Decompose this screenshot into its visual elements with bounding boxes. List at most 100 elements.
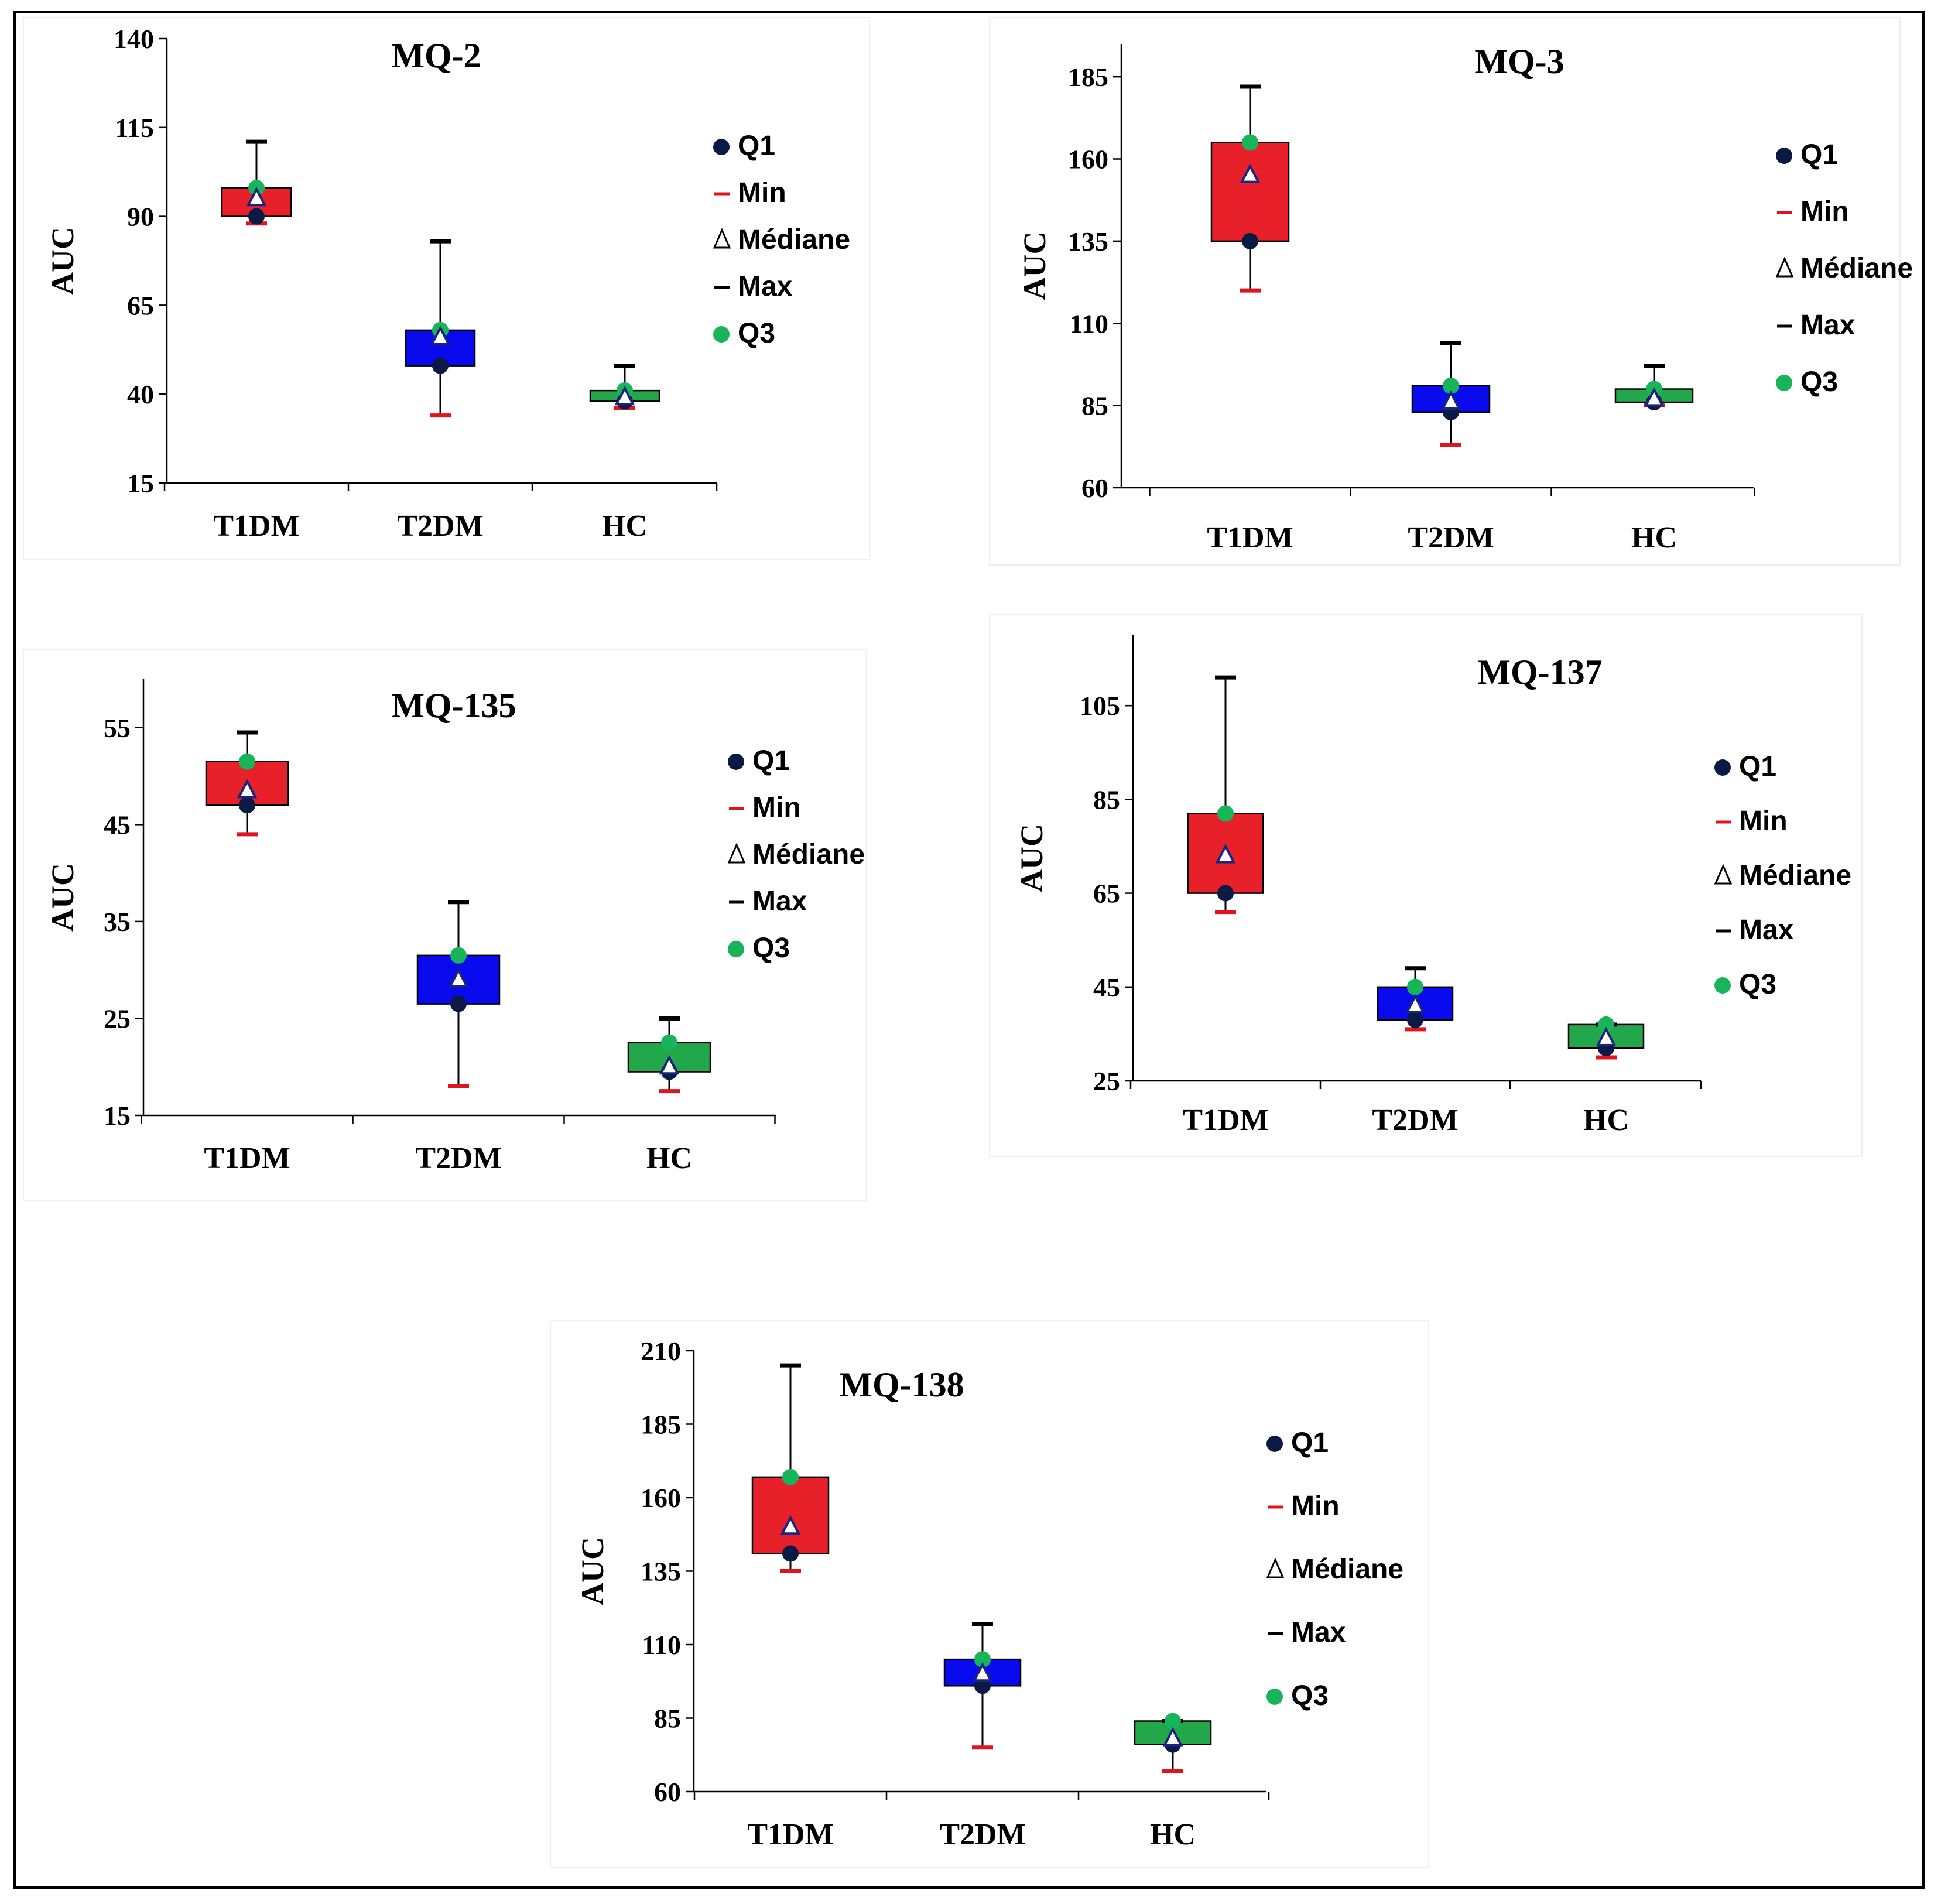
chart-title: MQ-135 [391,686,516,725]
y-axis-label: AUC [45,227,80,295]
median-mark-t1dm [780,1515,801,1535]
legend-q1-label: Q1 [1291,1427,1329,1458]
median-mark-hc [659,1054,680,1075]
q3-mark-t2dm [974,1651,991,1668]
box-group-hc [1567,1016,1645,1060]
legend-max-label: Max [738,271,793,302]
y-tick-label: 85 [1081,391,1108,421]
box-group-hc [627,1016,711,1094]
median-mark-hc [1596,1026,1617,1046]
box-group-t1dm [205,730,289,837]
legend-max-label: Max [1291,1617,1346,1648]
legend-min-label: Min [738,177,786,208]
legend-q1-label: Q1 [1800,139,1838,170]
legend-q3-icon [1266,1689,1283,1705]
y-tick-label: 110 [642,1630,681,1660]
median-mark-hc [614,385,635,406]
box-group-t2dm [405,239,476,418]
y-tick-label: 65 [127,290,154,320]
category-label: T1DM [1182,1104,1268,1137]
legend-q1-label: Q1 [738,131,775,162]
chart-mq135: 15 25 35 45 55 MQ-135 AUC T1DM T2DM HC Q1 Min Médian… [23,649,867,1201]
q1-mark-t1dm [248,208,265,225]
category-label: T2DM [397,509,483,543]
q3-mark-t2dm [1407,978,1423,995]
legend-min-label: Min [1800,196,1849,227]
y-tick-label: 115 [115,113,154,143]
y-tick-label: 135 [641,1557,681,1587]
box-group-hc [589,364,660,410]
q1-mark-t1dm [1242,232,1258,249]
y-tick-label: 210 [641,1336,681,1366]
y-tick-label: 65 [1093,879,1120,909]
chart-title: MQ-138 [839,1365,964,1404]
y-tick-label: 140 [114,24,154,54]
panel-background [989,614,1863,1157]
y-tick-label: 85 [654,1704,681,1734]
median-mark-t1dm [237,779,258,799]
y-tick-label: 40 [127,379,154,409]
legend-median-label: Médiane [738,224,850,255]
chart-mq137: 25 45 65 85 105 MQ-137 AUC T1DM T2DM HC Q1 Min Média… [989,614,1863,1157]
legend-q1-label: Q1 [752,745,790,776]
y-tick-label: 185 [1068,62,1108,92]
box-t1dm [1210,142,1290,242]
median-mark-t1dm [1215,844,1236,864]
y-tick-label: 35 [104,907,131,937]
q3-mark-hc [1598,1016,1614,1033]
panel-background [550,1320,1429,1868]
y-tick-label: 160 [641,1483,681,1513]
y-tick-label: 105 [1080,691,1120,721]
box-group-t1dm [1210,84,1290,293]
median-mark-t1dm [1240,163,1261,183]
panel-background [23,649,867,1201]
legend-q3-label: Q3 [1739,969,1776,1000]
y-tick-label: 25 [1093,1066,1120,1096]
box-group-hc [1134,1713,1212,1773]
chart-title: MQ-2 [391,36,481,75]
q3-mark-t1dm [1242,134,1258,151]
box-group-t1dm [221,139,292,226]
q3-mark-t1dm [1217,805,1234,822]
y-tick-label: 135 [1068,227,1108,256]
legend-median-icon [713,228,731,249]
category-label: T1DM [213,509,299,543]
y-tick-label: 15 [127,468,154,498]
q1-mark-t1dm [782,1545,799,1562]
legend-q1-icon [1266,1436,1283,1452]
q3-mark-t1dm [239,753,255,770]
category-label: HC [1583,1104,1629,1137]
legend-median-label: Médiane [752,839,865,870]
legend: Q1 Min Médiane Max Q3 [713,131,850,349]
y-tick-label: 185 [641,1410,681,1440]
q3-mark-hc [1165,1713,1181,1730]
category-label: T2DM [415,1142,501,1175]
box-group-t2dm [1411,341,1491,447]
legend-q1-icon [728,754,744,770]
box-group-t1dm [751,1363,830,1573]
category-label: T1DM [204,1142,290,1175]
legend: Q1 Min Médiane Max Q3 [1714,751,1851,1000]
category-label: T2DM [939,1818,1025,1851]
legend-min-label: Min [1291,1491,1340,1522]
y-tick-label: 60 [1081,473,1108,503]
median-mark-t2dm [1405,994,1426,1013]
box-group-t1dm [1187,675,1264,915]
legend-median-icon [1714,864,1733,885]
y-tick-label: 55 [104,713,131,743]
chart-title: MQ-137 [1477,653,1602,691]
chart-mq2: 15 40 65 90 115 140 MQ-2 AUC T1DM T2DM HC Q1 Min Médi… [23,17,870,560]
legend-q3-icon [1776,375,1792,391]
q1-mark-t2dm [974,1677,991,1694]
y-tick-label: 60 [654,1777,681,1807]
legend-q1-icon [1714,759,1731,776]
category-label: T2DM [1408,521,1494,554]
box-group-t2dm [943,1622,1022,1750]
y-axis-label: AUC [45,863,80,932]
category-label: HC [1631,521,1677,554]
category-label: T1DM [747,1818,833,1851]
y-axis-label: AUC [575,1537,610,1605]
legend-q3-icon [713,326,730,343]
category-label: HC [602,509,648,543]
category-label: HC [646,1142,692,1175]
